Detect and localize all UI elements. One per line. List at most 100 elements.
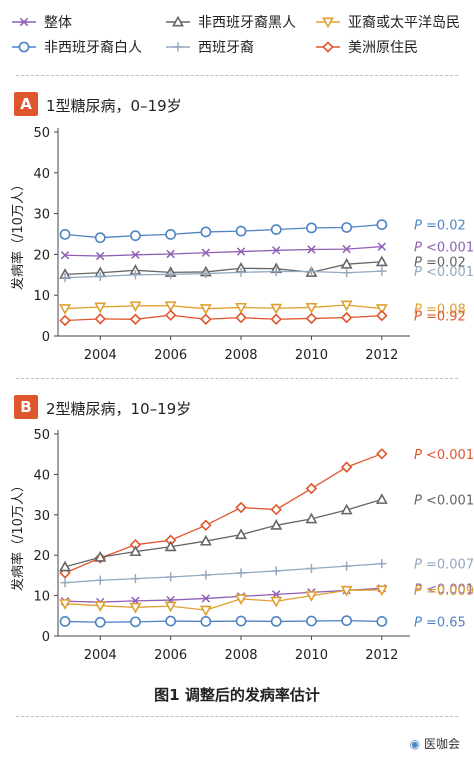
y-axis-label: 发病率（/10万人） <box>10 178 26 290</box>
p-value-label: P =0.02 <box>414 256 466 271</box>
data-point <box>131 250 140 260</box>
data-point <box>305 482 318 495</box>
series-hispanic: P =0.007 <box>60 558 474 588</box>
data-point <box>235 302 247 314</box>
data-point <box>305 312 318 325</box>
series-nh-black: P <0.001 <box>59 493 474 572</box>
data-point <box>201 268 211 279</box>
data-point <box>342 244 351 254</box>
legend-marker-circle-icon <box>18 41 30 53</box>
data-point <box>200 616 212 627</box>
legend-label: 整体 <box>44 15 72 31</box>
data-point <box>94 616 106 628</box>
data-point <box>377 559 387 569</box>
legend-marker-plus-icon <box>173 42 183 52</box>
data-point <box>94 232 106 244</box>
data-point <box>270 616 282 627</box>
x-tick-label: 2004 <box>84 348 117 363</box>
data-point <box>94 601 107 612</box>
x-tick-label: 2010 <box>295 648 328 663</box>
divider-top <box>16 75 458 76</box>
x-tick-label: 2008 <box>224 348 257 363</box>
data-point <box>236 247 246 256</box>
legend-item-nh-white: 非西班牙裔白人 <box>12 39 142 56</box>
data-point <box>376 448 388 460</box>
y-tick-label: 10 <box>33 590 50 605</box>
data-point <box>235 501 247 514</box>
data-point <box>236 267 246 277</box>
data-point <box>94 550 107 562</box>
brand-logo-icon: ◉ <box>409 737 421 751</box>
figure-caption: 图1 调整后的发病率估计 <box>154 686 320 704</box>
p-value-label: P <0.001 <box>414 241 474 256</box>
legend-item-asian-pi: 亚裔或太平洋岛民 <box>316 14 460 31</box>
data-point <box>270 313 282 326</box>
data-point <box>306 563 317 574</box>
data-point <box>340 461 353 473</box>
x-tick-label: 2012 <box>365 348 398 363</box>
y-tick-label: 0 <box>42 630 50 645</box>
divider-bottom <box>16 716 458 717</box>
data-point <box>164 540 177 552</box>
panel-a-badge: A <box>14 92 38 116</box>
data-point <box>94 313 106 325</box>
data-point <box>59 599 71 610</box>
data-point <box>235 594 247 606</box>
data-point <box>166 249 175 259</box>
data-point <box>59 304 71 315</box>
data-point <box>271 566 281 576</box>
data-point <box>340 503 353 515</box>
legend-label: 美洲原住民 <box>348 40 418 56</box>
data-point <box>376 309 388 322</box>
data-point <box>340 300 353 312</box>
data-point <box>129 545 142 557</box>
chart-panel-b: 0 10 20 30 40 50 2004 2006 2008 2010 2012 发病率（/10万人… <box>10 428 474 663</box>
data-point <box>164 301 177 313</box>
y-tick-label: 20 <box>33 549 50 564</box>
data-point <box>59 616 71 627</box>
y-tick-label: 0 <box>42 330 50 345</box>
data-point <box>342 561 352 571</box>
legend-item-nh-black: 非西班牙裔黑人 <box>166 14 296 31</box>
data-point <box>376 616 388 627</box>
data-point <box>377 266 387 276</box>
p-value-label: P =0.009 <box>414 584 474 599</box>
data-point <box>165 615 177 627</box>
series-overall: P <0.001 <box>60 582 474 607</box>
data-point <box>305 591 318 602</box>
p-value-label: P <0.001 <box>414 265 474 280</box>
x-tick-label: 2008 <box>224 648 257 663</box>
data-point <box>341 615 353 627</box>
legend-label: 非西班牙裔白人 <box>44 39 142 56</box>
y-tick-label: 40 <box>33 167 50 182</box>
data-point <box>375 585 388 597</box>
data-point <box>235 615 247 627</box>
data-point <box>235 225 247 237</box>
data-point <box>130 616 141 628</box>
data-point <box>59 314 71 327</box>
data-point <box>272 246 281 255</box>
panel-a-title: 1型糖尿病，0–19岁 <box>46 97 182 115</box>
data-point <box>164 601 177 613</box>
data-point <box>199 304 212 315</box>
data-point <box>201 594 211 603</box>
p-value-label: P <0.001 <box>414 582 474 597</box>
p-value-label: P =0.92 <box>414 310 466 325</box>
legend-marker-triangle-up-icon <box>172 15 184 27</box>
data-point <box>307 245 316 254</box>
chart-panel-a: 0 10 20 30 40 50 2004 2006 2008 2010 2012 发病率（/10万人… <box>10 126 474 363</box>
x-tick-label: 2010 <box>295 348 328 363</box>
series-line <box>65 270 382 279</box>
series-asian-pi: P =0.009 <box>59 584 474 617</box>
data-point <box>377 242 387 251</box>
panel-b-badge: B <box>14 395 38 419</box>
data-point <box>129 602 142 614</box>
data-point <box>340 257 353 269</box>
data-point <box>201 570 211 580</box>
data-point <box>306 615 317 627</box>
data-point <box>235 528 247 540</box>
data-point <box>130 230 141 242</box>
series-line <box>65 587 382 603</box>
series-nh-white: P =0.02 <box>59 219 466 244</box>
legend-label: 非西班牙裔黑人 <box>198 14 296 31</box>
